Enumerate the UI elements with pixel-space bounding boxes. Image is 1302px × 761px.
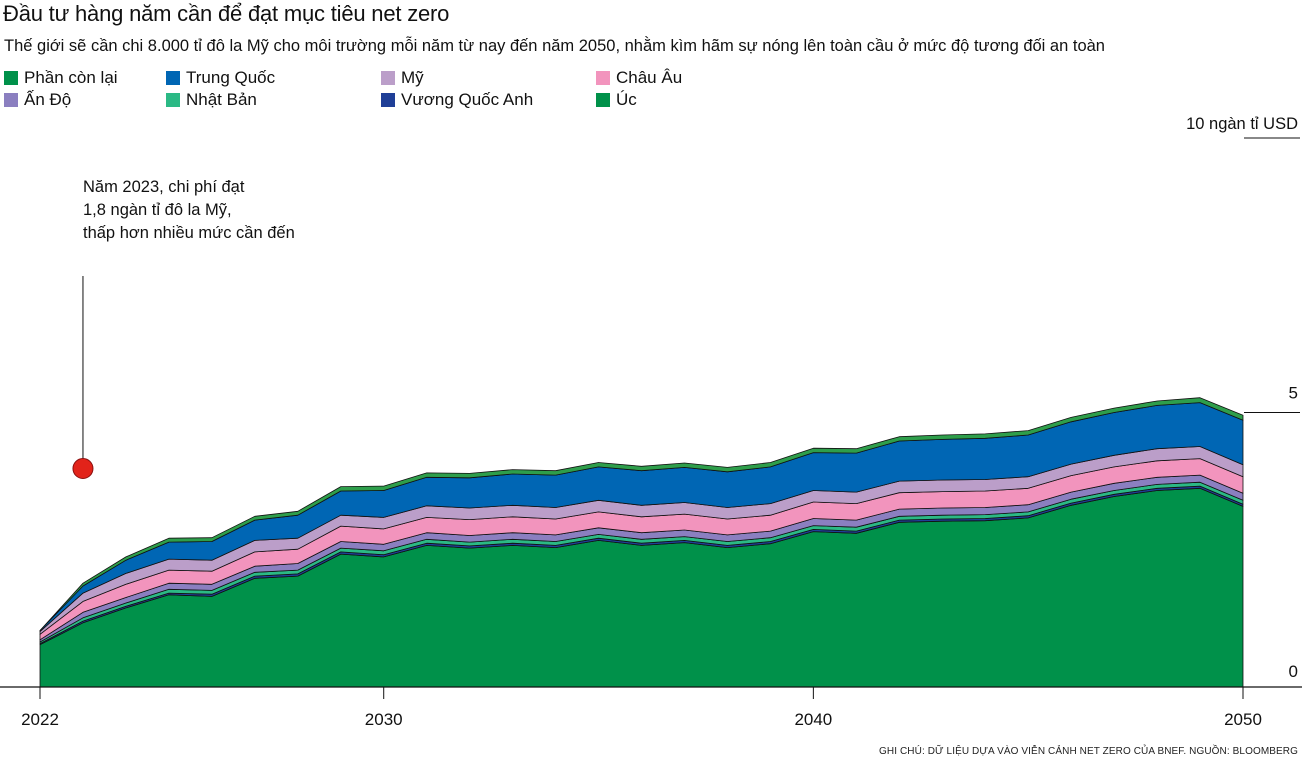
source-note: GHI CHÚ: DỮ LIỆU DỰA VÀO VIỄN CẢNH NET Z… [879, 746, 1298, 757]
annotation-line: 1,8 ngàn tỉ đô la Mỹ, [83, 201, 232, 219]
legend-swatch [381, 71, 395, 85]
y-tick-label: 5 [1289, 384, 1298, 403]
x-tick-label: 2030 [365, 710, 403, 729]
legend: Phần còn lại Trung Quốc Mỹ Châu Âu Ấn Độ… [4, 68, 904, 112]
legend-swatch [4, 71, 18, 85]
legend-item-uk: Vương Quốc Anh [381, 90, 533, 110]
legend-label: Trung Quốc [186, 68, 276, 87]
annotation-line: thấp hơn nhiều mức cần đến [83, 224, 295, 242]
stacked-areas [39, 397, 1244, 688]
legend-label: Mỹ [401, 68, 424, 87]
axes: 2022 2030 2040 2050 0 5 [0, 137, 1302, 729]
annotation-marker [72, 276, 94, 479]
legend-item-rest: Phần còn lại [4, 68, 118, 88]
legend-label: Phần còn lại [24, 68, 118, 87]
annotation-text: Năm 2023, chi phí đạt 1,8 ngàn tỉ đô la … [83, 176, 295, 245]
legend-item-usa: Mỹ [381, 68, 424, 88]
chart-title: Đầu tư hàng năm cần để đạt mục tiêu net … [3, 1, 450, 26]
legend-label: Ấn Độ [24, 90, 72, 109]
legend-label: Úc [616, 90, 637, 109]
legend-label: Châu Âu [616, 68, 683, 87]
y-axis-unit-label: 10 ngàn tỉ USD [1186, 115, 1298, 133]
legend-item-europe: Châu Âu [596, 68, 682, 88]
x-tick-label: 2050 [1224, 710, 1262, 729]
legend-swatch [596, 93, 610, 107]
annotation-dot [72, 457, 94, 479]
legend-swatch [596, 71, 610, 85]
x-tick-label: 2040 [794, 710, 832, 729]
legend-swatch [166, 71, 180, 85]
annotation-line: Năm 2023, chi phí đạt [83, 178, 245, 196]
legend-label: Vương Quốc Anh [401, 90, 534, 109]
legend-item-australia: Úc [596, 90, 637, 110]
x-tick-label: 2022 [21, 710, 59, 729]
chart-subtitle: Thế giới sẽ cần chi 8.000 tỉ đô la Mỹ ch… [4, 37, 1105, 55]
y-tick-label: 0 [1289, 662, 1298, 681]
legend-item-china: Trung Quốc [166, 68, 275, 88]
legend-item-japan: Nhật Bản [166, 90, 257, 110]
legend-swatch [166, 93, 180, 107]
legend-swatch [381, 93, 395, 107]
area-series-7 [39, 397, 1244, 631]
legend-item-india: Ấn Độ [4, 90, 71, 110]
legend-swatch [4, 93, 18, 107]
legend-label: Nhật Bản [186, 90, 257, 109]
